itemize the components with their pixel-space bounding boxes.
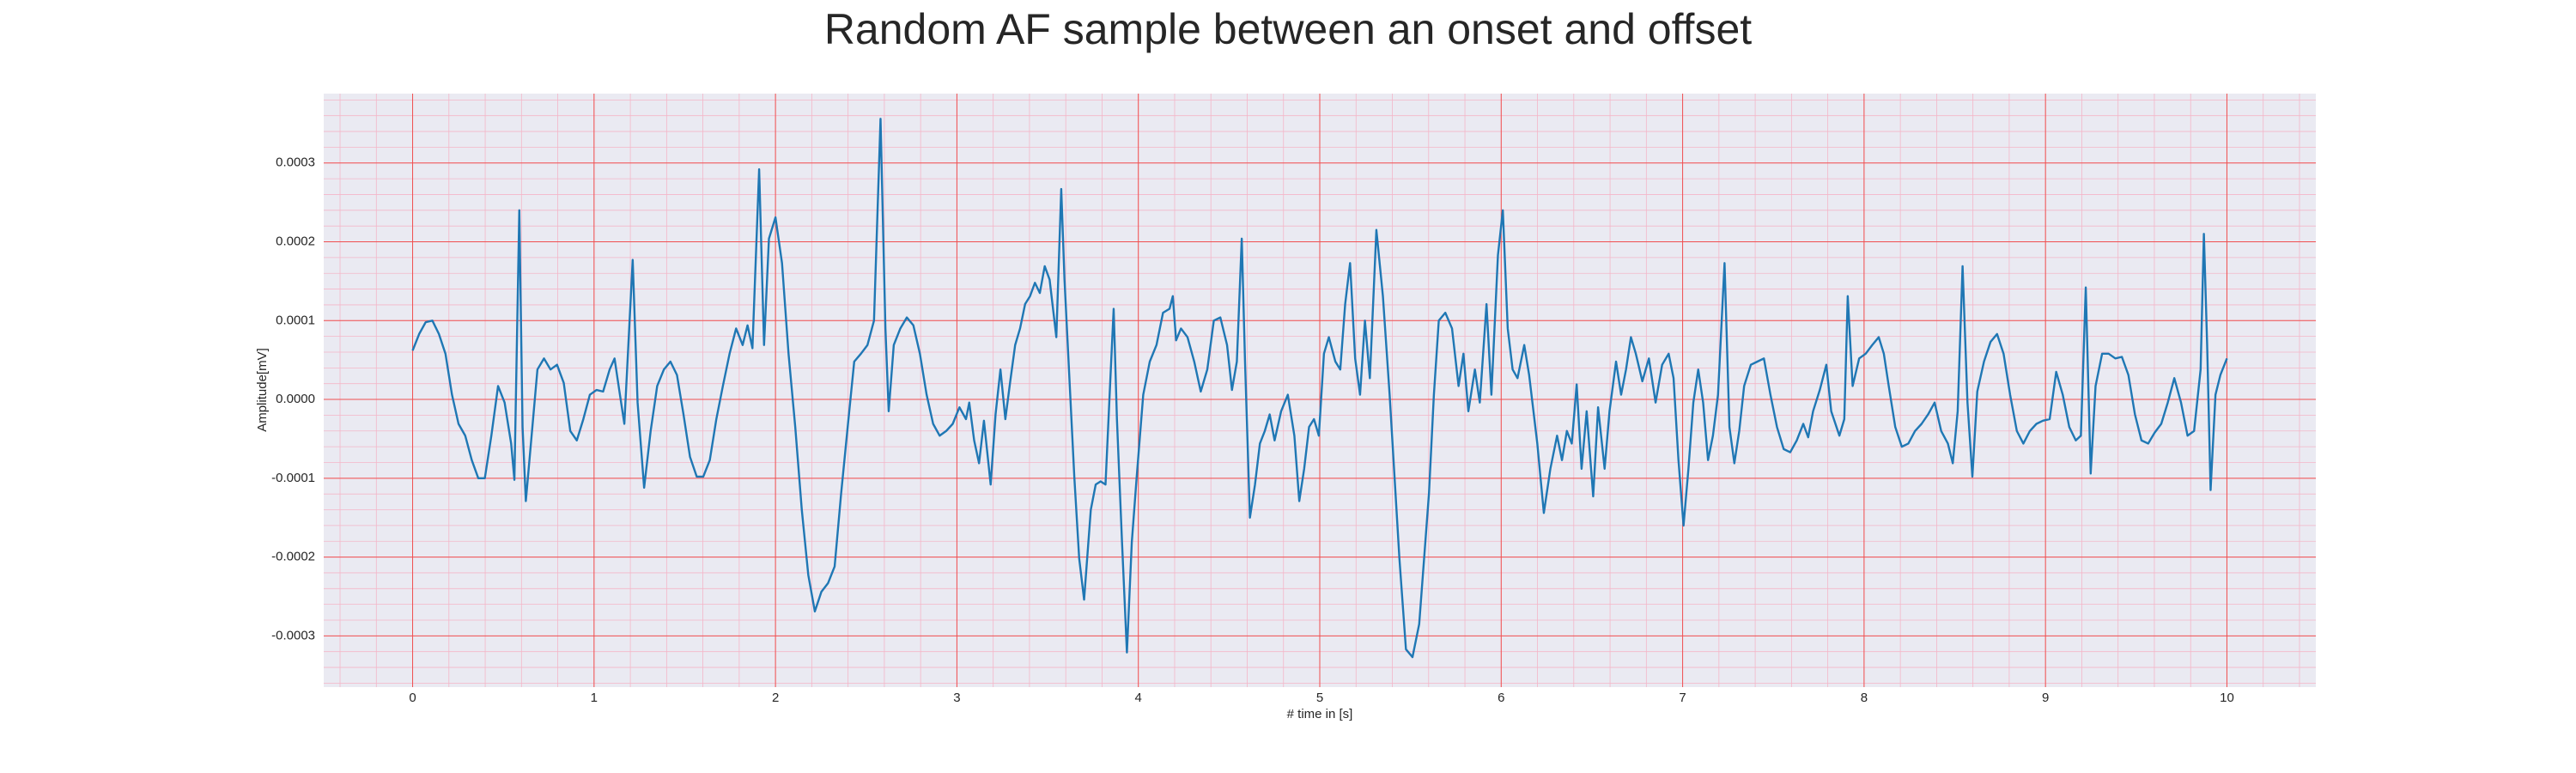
x-tick-label: 10 — [2220, 691, 2234, 705]
y-tick-label: 0.0000 — [276, 392, 315, 406]
x-tick-label: 3 — [953, 691, 960, 705]
x-tick-label: 6 — [1498, 691, 1504, 705]
x-tick-label: 4 — [1135, 691, 1142, 705]
chart-title: Random AF sample between an onset and of… — [824, 5, 1752, 53]
x-tick-label: 5 — [1316, 691, 1323, 705]
signal-line — [411, 118, 2228, 659]
y-axis-label: Amplitude[mV] — [255, 348, 270, 432]
x-axis-label: # time in [s] — [1287, 707, 1353, 721]
x-tick-label: 7 — [1679, 691, 1686, 705]
x-tick-label: 9 — [2042, 691, 2049, 705]
x-tick-label: 1 — [591, 691, 598, 705]
y-tick-label: 0.0001 — [276, 313, 315, 327]
y-tick-label: -0.0002 — [271, 550, 315, 564]
x-tick-label: 0 — [409, 691, 416, 705]
y-tick-label: 0.0002 — [276, 234, 315, 248]
y-tick-label: 0.0003 — [276, 155, 315, 170]
x-tick-label: 2 — [772, 691, 779, 705]
y-tick-label: -0.0003 — [271, 628, 315, 642]
x-tick-label: 8 — [1861, 691, 1868, 705]
y-tick-label: -0.0001 — [271, 471, 315, 485]
